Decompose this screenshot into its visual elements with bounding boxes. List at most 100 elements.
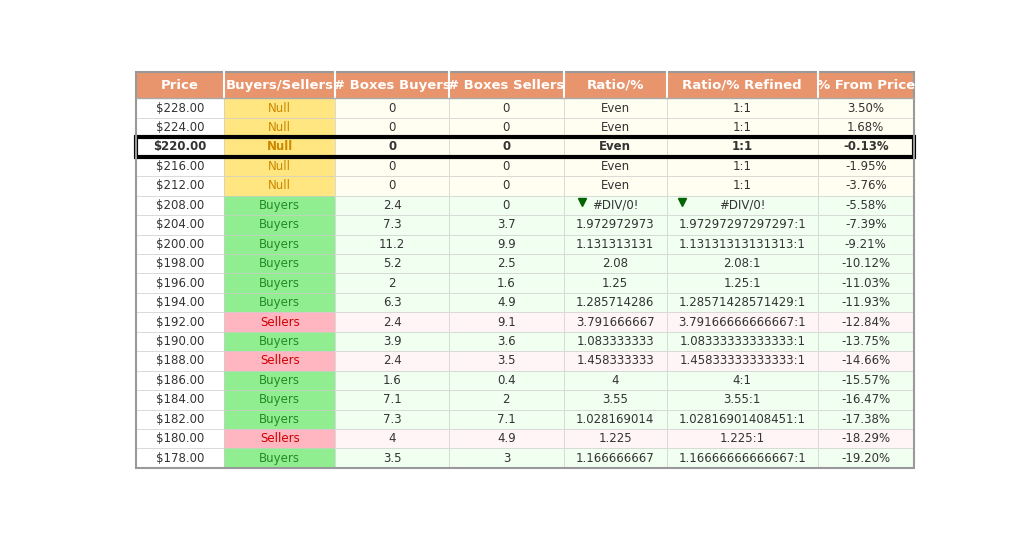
Bar <box>136 351 224 371</box>
Text: $200.00: $200.00 <box>156 238 205 251</box>
Bar <box>563 254 667 273</box>
Text: 1.028169014: 1.028169014 <box>575 413 654 426</box>
Text: Buyers: Buyers <box>259 257 300 270</box>
Bar <box>667 196 818 215</box>
Text: 1:1: 1:1 <box>733 179 752 193</box>
Bar <box>667 254 818 273</box>
Bar <box>818 196 913 215</box>
Bar <box>818 254 913 273</box>
Bar <box>818 98 913 118</box>
Bar <box>136 371 224 390</box>
Bar <box>818 254 913 273</box>
Bar <box>224 98 335 118</box>
Bar <box>335 371 450 390</box>
Bar <box>563 98 667 118</box>
Bar <box>667 273 818 293</box>
Text: 11.2: 11.2 <box>379 238 406 251</box>
Bar <box>136 429 224 448</box>
Bar <box>335 157 450 176</box>
Bar <box>667 273 818 293</box>
Bar <box>335 118 450 137</box>
Text: 1.225:1: 1.225:1 <box>720 432 765 445</box>
Bar <box>450 215 563 234</box>
Text: Buyers: Buyers <box>259 452 300 465</box>
Bar <box>335 72 450 98</box>
Bar <box>667 351 818 371</box>
Bar <box>335 410 450 429</box>
Text: $180.00: $180.00 <box>156 432 205 445</box>
Text: 0: 0 <box>503 141 510 154</box>
Bar <box>224 234 335 254</box>
Bar <box>667 293 818 312</box>
Bar <box>818 332 913 351</box>
Bar <box>136 196 224 215</box>
Text: 0: 0 <box>388 179 396 193</box>
Text: 1.285714286: 1.285714286 <box>575 296 654 309</box>
Text: -3.76%: -3.76% <box>845 179 887 193</box>
Bar <box>450 371 563 390</box>
Bar <box>224 215 335 234</box>
Text: 0: 0 <box>503 199 510 212</box>
Bar <box>335 176 450 196</box>
Bar <box>667 429 818 448</box>
Text: -0.13%: -0.13% <box>843 141 889 154</box>
Text: Buyers/Sellers: Buyers/Sellers <box>225 79 334 92</box>
Text: Null: Null <box>266 141 293 154</box>
Bar <box>224 371 335 390</box>
Bar <box>667 371 818 390</box>
Bar <box>224 273 335 293</box>
Bar <box>335 429 450 448</box>
Text: 0: 0 <box>388 121 396 134</box>
Bar <box>335 351 450 371</box>
Text: -11.03%: -11.03% <box>842 277 890 289</box>
Bar <box>667 215 818 234</box>
Text: 1.131313131: 1.131313131 <box>575 238 654 251</box>
Bar <box>224 332 335 351</box>
Bar <box>818 390 913 410</box>
Bar <box>563 390 667 410</box>
Bar <box>224 254 335 273</box>
Bar <box>136 312 224 332</box>
Text: 7.3: 7.3 <box>383 218 401 231</box>
Text: 1.97297297297297:1: 1.97297297297297:1 <box>678 218 806 231</box>
Bar <box>136 196 224 215</box>
Text: -1.95%: -1.95% <box>845 160 887 173</box>
Bar <box>563 196 667 215</box>
Text: 1:1: 1:1 <box>732 141 753 154</box>
Bar <box>224 137 335 157</box>
Bar <box>450 448 563 468</box>
Text: 2.4: 2.4 <box>383 355 401 368</box>
Bar <box>136 234 224 254</box>
Bar <box>563 312 667 332</box>
Bar <box>818 332 913 351</box>
Bar <box>450 234 563 254</box>
Text: 1.02816901408451:1: 1.02816901408451:1 <box>679 413 806 426</box>
Bar <box>818 429 913 448</box>
Text: Buyers: Buyers <box>259 277 300 289</box>
Bar <box>136 254 224 273</box>
Text: # Boxes Buyers: # Boxes Buyers <box>334 79 451 92</box>
Bar <box>450 157 563 176</box>
Text: 1.25: 1.25 <box>602 277 628 289</box>
Text: 1:1: 1:1 <box>733 102 752 114</box>
Bar <box>818 371 913 390</box>
Bar <box>818 176 913 196</box>
Bar <box>818 312 913 332</box>
Text: 5.2: 5.2 <box>383 257 401 270</box>
Text: $184.00: $184.00 <box>156 393 205 407</box>
Bar <box>136 118 224 137</box>
Bar <box>224 293 335 312</box>
Bar <box>335 293 450 312</box>
Bar <box>224 118 335 137</box>
Bar <box>563 312 667 332</box>
Bar <box>667 234 818 254</box>
Bar <box>224 234 335 254</box>
Bar <box>450 118 563 137</box>
Bar <box>563 176 667 196</box>
Text: Buyers: Buyers <box>259 335 300 348</box>
Text: $190.00: $190.00 <box>156 335 205 348</box>
Bar <box>335 448 450 468</box>
Text: 1:1: 1:1 <box>733 160 752 173</box>
Text: 3.55: 3.55 <box>602 393 628 407</box>
Text: Null: Null <box>268 102 291 114</box>
